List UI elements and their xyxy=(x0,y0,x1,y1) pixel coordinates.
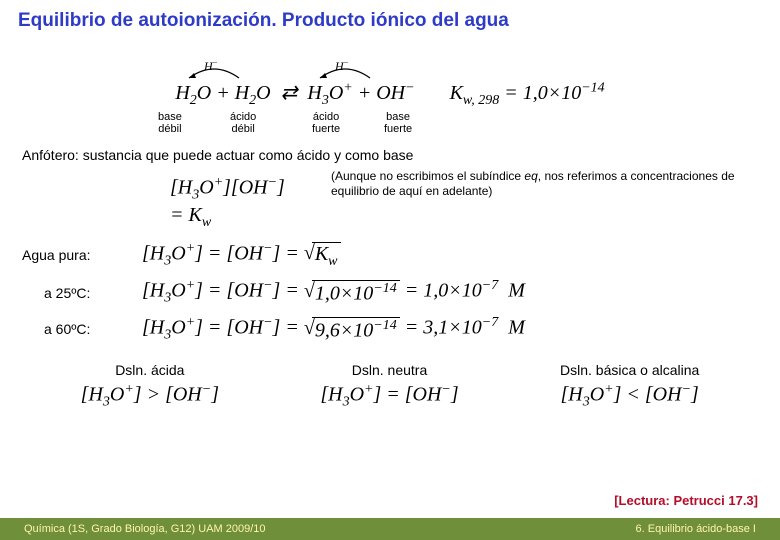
dsln-basica-title: Dsln. básica o alcalina xyxy=(560,362,699,378)
slide-title: Equilibrio de autoionización. Producto i… xyxy=(0,0,780,38)
footer-left: Química (1S, Grado Biología, G12) UAM 20… xyxy=(24,523,266,535)
main-equation-block: H− H− H2O + H2O ⇄ H3O+ + OH− Kw, 298 = 1… xyxy=(0,64,780,141)
proton-label-1: H− xyxy=(204,58,217,74)
species-label-acido-fuerte: ácidofuerte xyxy=(312,111,340,135)
temp-60-equation: [H3O+] = [OH−] = √9,6×10−14 = 3,1×10−7 M xyxy=(142,315,525,344)
dsln-neutra: Dsln. neutra [H3O+] = [OH−] xyxy=(320,362,458,411)
dsln-neutra-expr: [H3O+] = [OH−] xyxy=(320,382,458,411)
temp-25-label: a 25ºC: xyxy=(22,285,142,301)
main-equation: H2O + H2O ⇄ H3O+ + OH− Kw, 298 = 1,0×10−… xyxy=(0,80,780,109)
dsln-neutra-title: Dsln. neutra xyxy=(320,362,458,378)
dsln-basica: Dsln. básica o alcalina [H3O+] < [OH−] xyxy=(560,362,699,411)
species-label-acido-debil: ácidodébil xyxy=(230,111,256,135)
slide-footer: Química (1S, Grado Biología, G12) UAM 20… xyxy=(0,518,780,540)
anfotero-definition: Anfótero: sustancia que puede actuar com… xyxy=(0,141,780,165)
subindex-note: (Aunque no escribimos el subíndice eq, n… xyxy=(331,169,758,199)
kw-equation: [H3O+][OH−] = Kw xyxy=(170,175,291,231)
dsln-basica-expr: [H3O+] < [OH−] xyxy=(560,382,699,411)
dsln-acida: Dsln. ácida [H3O+] > [OH−] xyxy=(81,362,219,411)
agua-pura-label: Agua pura: xyxy=(22,247,142,263)
solution-types: Dsln. ácida [H3O+] > [OH−] Dsln. neutra … xyxy=(0,362,780,411)
temp-25-equation: [H3O+] = [OH−] = √1,0×10−14 = 1,0×10−7 M xyxy=(142,278,525,307)
footer-right: 6. Equilibrio ácido-base I xyxy=(636,523,756,535)
species-label-base-debil: basedébil xyxy=(158,111,182,135)
proton-label-2: H− xyxy=(335,58,348,74)
lectura-reference: [Lectura: Petrucci 17.3] xyxy=(614,493,758,508)
temp-60-label: a 60ºC: xyxy=(22,321,142,337)
agua-pura-equation: [H3O+] = [OH−] = √Kw xyxy=(142,241,341,271)
dsln-acida-expr: [H3O+] > [OH−] xyxy=(81,382,219,411)
species-label-base-fuerte: basefuerte xyxy=(384,111,412,135)
dsln-acida-title: Dsln. ácida xyxy=(81,362,219,378)
